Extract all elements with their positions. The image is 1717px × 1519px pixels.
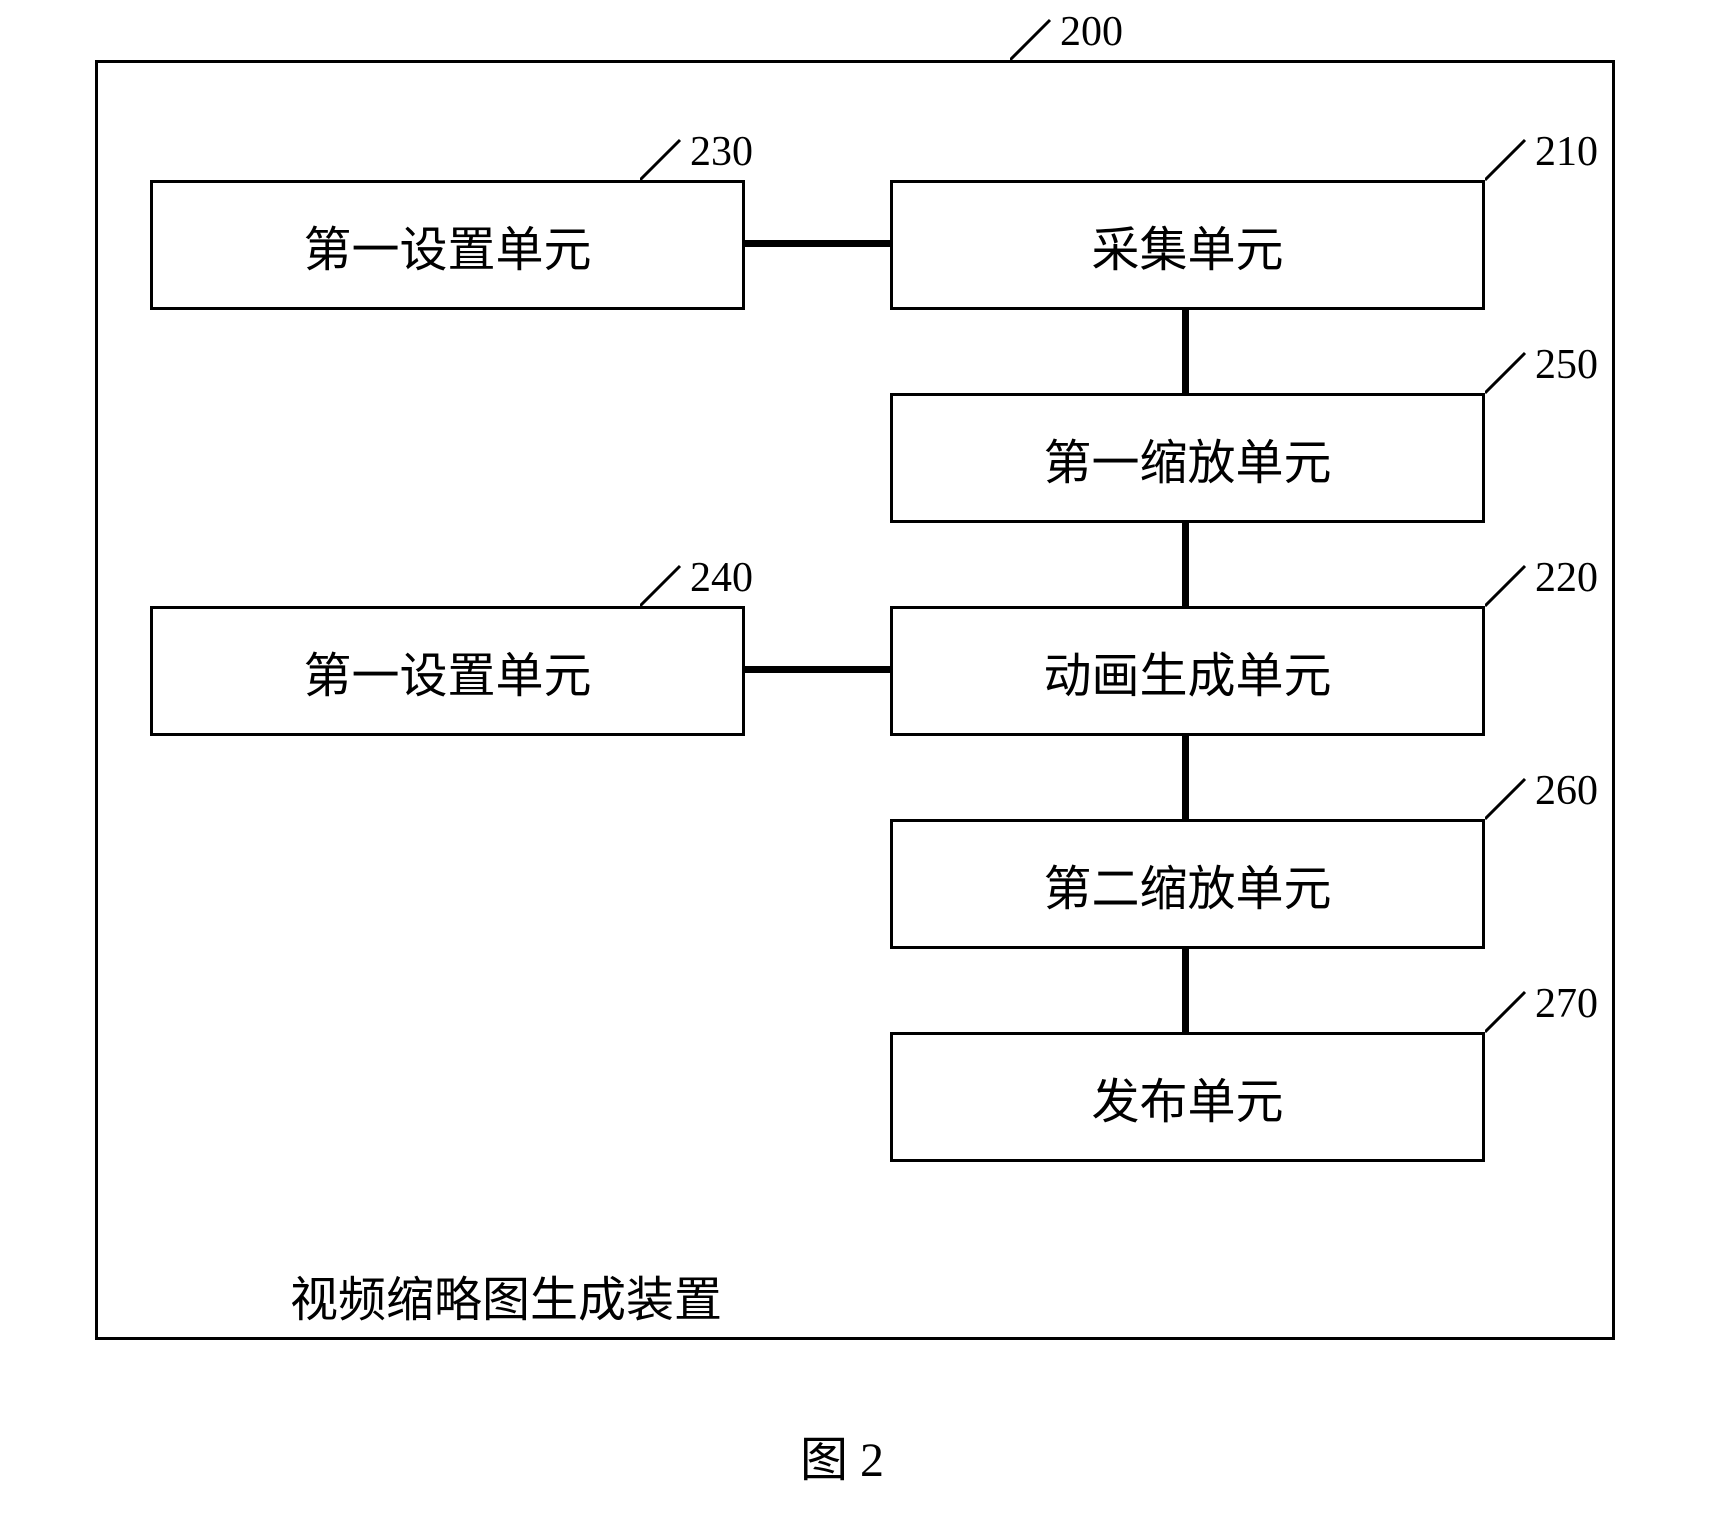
tick-270 [1485,990,1535,1040]
tick-230 [640,138,690,188]
box-270-label: 发布单元 [1091,1062,1283,1132]
box-230: 第一设置单元 [150,180,745,310]
box-240: 第一设置单元 [150,606,745,736]
figure-label: 图 2 [800,1420,884,1490]
box-210-label: 采集单元 [1091,210,1283,280]
diagram-caption: 视频缩略图生成装置 [290,1260,722,1330]
box-270: 发布单元 [890,1032,1485,1162]
ref-250: 250 [1535,341,1598,389]
ref-260: 260 [1535,767,1598,815]
ref-200: 200 [1060,8,1123,56]
box-250: 第一缩放单元 [890,393,1485,523]
tick-200 [1010,18,1060,68]
tick-250 [1485,351,1535,401]
connector-230-210 [745,240,890,247]
tick-240 [640,564,690,614]
connector-240-220 [745,666,890,673]
ref-240: 240 [690,554,753,602]
tick-260 [1485,777,1535,827]
tick-220 [1485,564,1535,614]
box-230-label: 第一设置单元 [303,210,591,280]
box-210: 采集单元 [890,180,1485,310]
connector-260-270 [1182,949,1189,1032]
box-220-label: 动画生成单元 [1043,636,1331,706]
ref-220: 220 [1535,554,1598,602]
box-220: 动画生成单元 [890,606,1485,736]
box-250-label: 第一缩放单元 [1043,423,1331,493]
ref-270: 270 [1535,980,1598,1028]
box-240-label: 第一设置单元 [303,636,591,706]
tick-210 [1485,138,1535,188]
ref-210: 210 [1535,128,1598,176]
ref-230: 230 [690,128,753,176]
box-260: 第二缩放单元 [890,819,1485,949]
connector-210-250 [1182,310,1189,393]
connector-220-260 [1182,736,1189,819]
box-260-label: 第二缩放单元 [1043,849,1331,919]
connector-250-220 [1182,523,1189,606]
